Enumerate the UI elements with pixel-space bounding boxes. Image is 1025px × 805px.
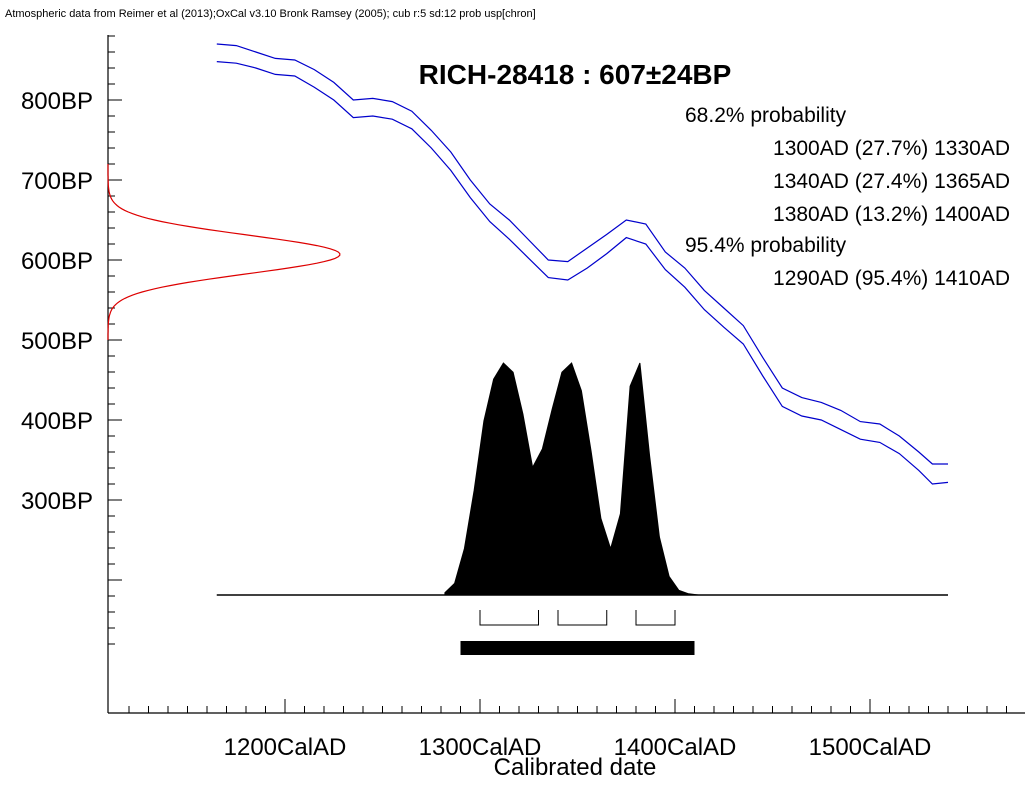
range-68-bracket	[557, 610, 608, 626]
y-tick-label: 700BP	[21, 168, 93, 195]
range-95-bar	[460, 641, 695, 655]
chart-title: RICH-28418 : 607±24BP	[419, 59, 732, 90]
chart-header: Atmospheric data from Reimer et al (2013…	[5, 8, 536, 20]
probability-line: 95.4% probability	[685, 234, 847, 257]
radiocarbon-date-curve	[107, 164, 341, 340]
probability-line: 1290AD (95.4%) 1410AD	[773, 267, 1010, 290]
y-tick-label: 400BP	[21, 408, 93, 435]
probability-summary: 68.2% probability 1300AD (27.7%) 1330AD 13…	[685, 104, 1010, 290]
y-tick-label: 300BP	[21, 488, 93, 515]
x-tick-label: 1400CalAD	[614, 734, 737, 761]
x-tick-label: 1500CalAD	[809, 734, 932, 761]
y-tick-label: 500BP	[21, 328, 93, 355]
probability-line: 68.2% probability	[685, 104, 847, 127]
x-axis-label: Calibrated date	[494, 754, 657, 781]
probability-line: 1340AD (27.4%) 1365AD	[773, 170, 1010, 193]
axes: 300BP 400BP 500BP 600BP 700BP 800BP 1200CalAD 1…	[21, 35, 1025, 761]
y-tick-label: 800BP	[21, 88, 93, 115]
calibration-curve-lower	[216, 61, 949, 485]
x-tick-label: 1200CalAD	[224, 734, 347, 761]
probability-line: 1380AD (13.2%) 1400AD	[773, 203, 1010, 226]
y-tick-label: 600BP	[21, 248, 93, 275]
probability-line: 1300AD (27.7%) 1330AD	[773, 137, 1010, 160]
probability-ranges	[460, 610, 695, 655]
x-tick-label: 1300CalAD	[419, 734, 542, 761]
range-68-bracket	[479, 610, 539, 626]
calibration-curve-upper	[216, 43, 948, 465]
range-68-bracket	[635, 610, 676, 626]
probability-distribution	[444, 362, 699, 596]
